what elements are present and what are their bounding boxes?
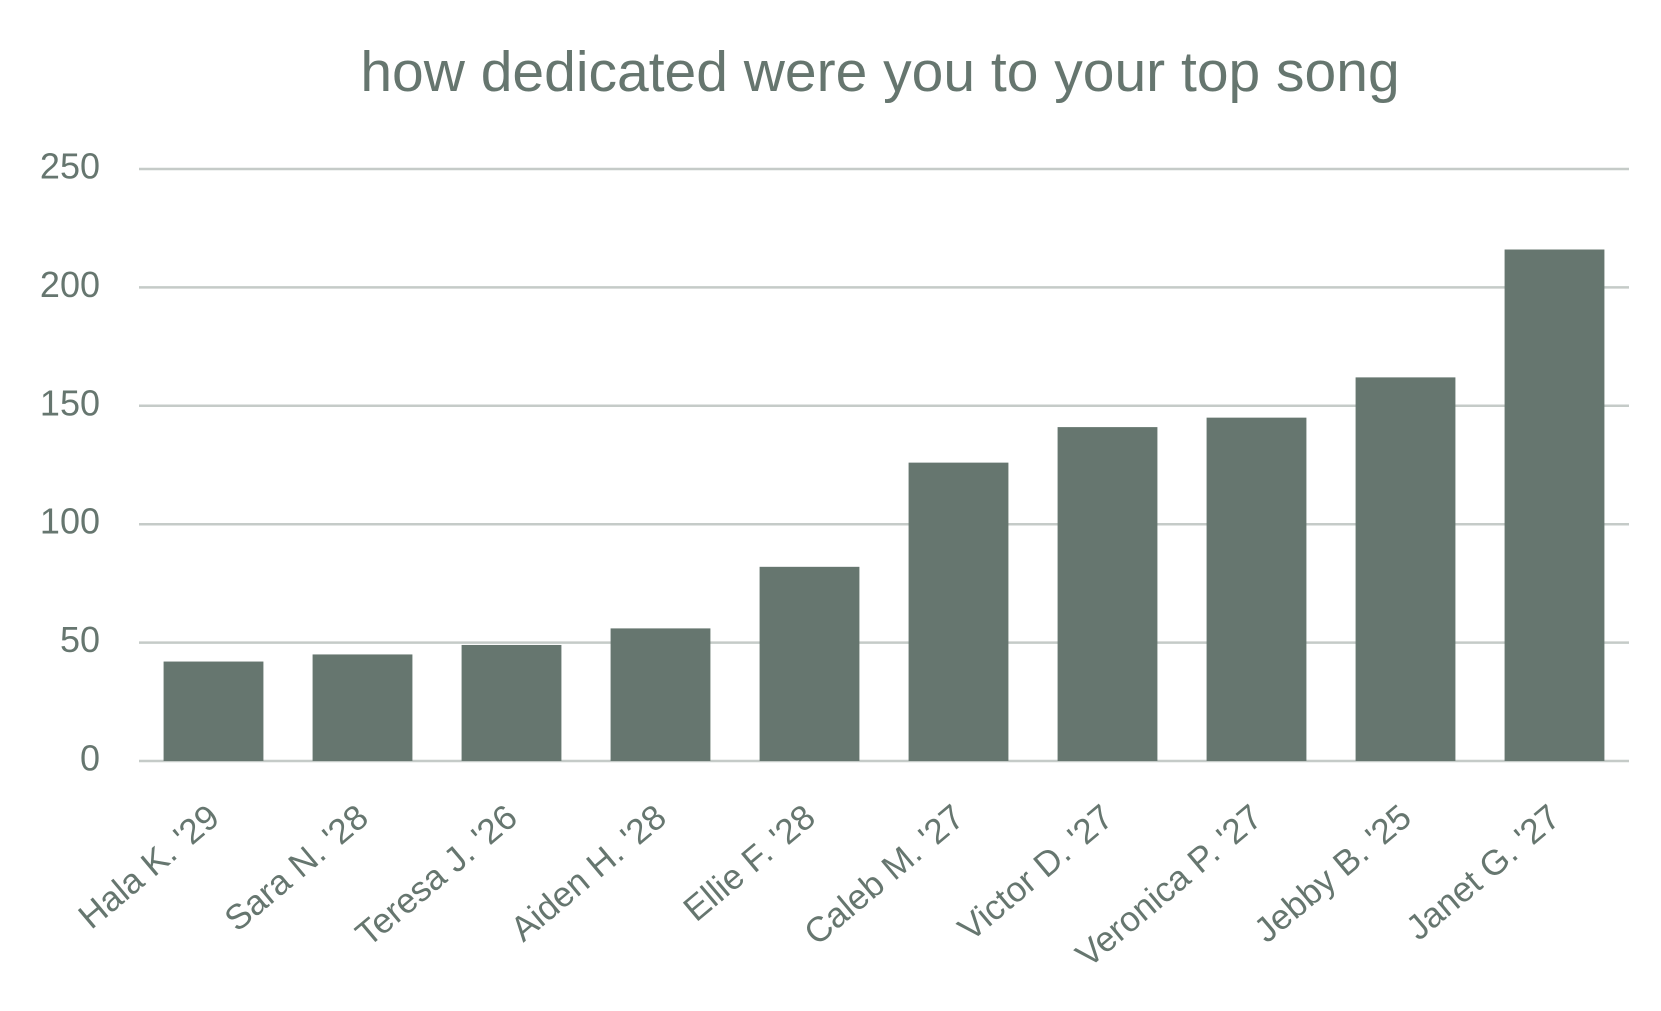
x-tick-label: Teresa J. '26 [348,797,524,954]
y-tick-label: 0 [80,738,100,779]
bar [461,644,562,761]
bar [1504,249,1605,761]
bar [759,566,860,761]
x-tick-label: Ellie F. '28 [676,797,822,929]
x-tick-label: Jebby B. '25 [1247,797,1419,950]
bar [1206,417,1307,761]
bar [610,628,711,761]
y-tick-label: 250 [40,146,100,187]
chart-title: how dedicated were you to your top song [360,40,1399,104]
x-tick-label: Caleb M. '27 [797,797,972,952]
y-tick-label: 150 [40,382,100,423]
bar [1355,377,1456,761]
bar [163,661,264,761]
bar [1057,427,1158,761]
x-tick-label: Aiden H. '28 [503,797,673,949]
x-tick-label: Hala K. '29 [71,797,226,936]
bar [908,462,1009,761]
bar [312,654,413,761]
y-tick-label: 200 [40,264,100,305]
x-tick-label: Janet G. '27 [1399,797,1568,947]
y-tick-label: 100 [40,501,100,542]
y-tick-label: 50 [60,619,100,660]
x-tick-label: Sara N. '28 [217,797,375,939]
